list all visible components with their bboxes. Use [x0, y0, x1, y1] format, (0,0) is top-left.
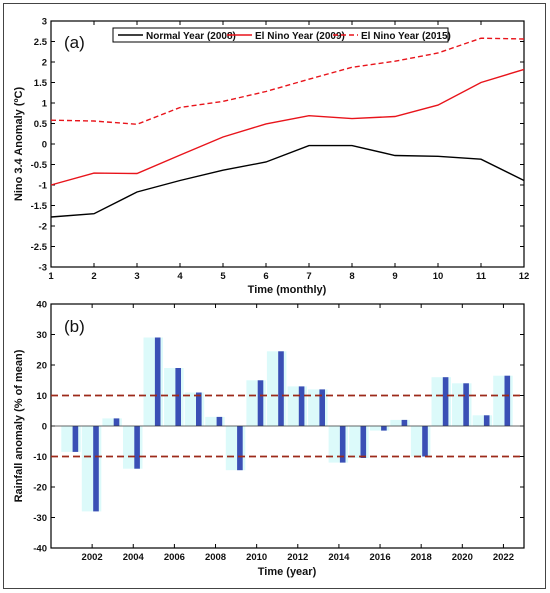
bar [298, 386, 305, 426]
x-tick-label: 2008 [205, 552, 226, 563]
x-tick-label: 2004 [123, 552, 145, 563]
y-tick-label: 3 [42, 17, 47, 28]
y-tick-label: 0.5 [34, 119, 48, 130]
bar [216, 416, 223, 426]
panel-b-bars [72, 337, 511, 512]
bar [175, 368, 181, 426]
legend-label-normal-2008: Normal Year (2008) [146, 31, 236, 42]
bar [237, 426, 243, 471]
y-tick-label: -10 [33, 452, 47, 463]
y-tick-label: -2.5 [31, 242, 48, 253]
bar [381, 426, 387, 431]
bar [504, 375, 511, 426]
legend-box [112, 27, 449, 43]
panel-b-ylabel: Rainfall anomaly (% of mean) [13, 349, 25, 502]
panel-b-thresholds [51, 394, 524, 458]
y-tick-label: 30 [36, 330, 47, 341]
panel-a-xlabel: Time (monthly) [248, 284, 327, 296]
y-tick-label: 1 [42, 99, 48, 110]
bar [442, 377, 449, 426]
x-tick-label: 12 [519, 271, 530, 282]
y-tick-label: 2 [42, 58, 47, 69]
bar-shade [369, 426, 390, 431]
y-tick-label: -1 [39, 181, 48, 192]
y-tick-label: 40 [36, 300, 47, 311]
x-tick-label: 10 [433, 271, 444, 282]
y-tick-label: -2 [39, 222, 47, 233]
bar [196, 392, 202, 426]
y-tick-label: 10 [36, 391, 47, 402]
x-tick-label: 3 [134, 271, 139, 282]
y-tick-label: 0 [42, 140, 47, 151]
legend-label-nino-2015: El Nino Year (2015) [361, 31, 451, 42]
panel-b-xlabel: Time (year) [258, 566, 317, 578]
y-tick-label: -20 [33, 483, 47, 494]
bar [134, 426, 140, 469]
x-tick-label: 5 [220, 271, 226, 282]
y-tick-label: -30 [33, 513, 47, 524]
bar [483, 415, 490, 426]
x-tick-label: 2016 [369, 552, 390, 563]
panel-a-series [50, 37, 525, 218]
x-tick-label: 2 [91, 271, 96, 282]
y-tick-label: -40 [33, 544, 47, 555]
bar [339, 426, 346, 463]
x-tick-label: 4 [177, 271, 183, 282]
panel-a-legend: Normal Year (2008) El Nino Year (2009) E… [112, 27, 451, 43]
bar [463, 383, 469, 426]
y-tick-label: 2.5 [34, 37, 48, 48]
bar [113, 418, 120, 426]
series-line-1 [50, 68, 525, 186]
bar [422, 426, 428, 457]
legend-label-nino-2009: El Nino Year (2009) [255, 31, 345, 42]
bar [401, 419, 408, 426]
bar [278, 351, 284, 426]
y-tick-label: -1.5 [31, 201, 48, 212]
panel-a-ticks: 1 2 3 4 5 6 7 8 9 10 11 12-3-2.5-2-1.5-1-0.500.511.… [31, 17, 530, 283]
panel-a-plot-area [50, 20, 525, 268]
x-tick-label: 2012 [287, 552, 308, 563]
x-tick-label: 2022 [493, 552, 514, 563]
panel-b: 2002 2004 2006 2008 2010 2012 2014 2016 2018 2020… [13, 300, 525, 578]
x-tick-label: 6 [263, 271, 268, 282]
panel-a: 1 2 3 4 5 6 7 8 9 10 11 12-3-2.5-2-1.5-1-0.500.511.… [13, 17, 529, 297]
series-line-0 [50, 144, 525, 218]
panel-a-ylabel: Nino 3.4 Anomaly (ºC) [13, 87, 25, 202]
bar [257, 380, 264, 427]
x-tick-label: 2010 [246, 552, 267, 563]
y-tick-label: 0 [42, 422, 47, 433]
y-tick-label: -3 [39, 263, 47, 274]
bar [93, 426, 99, 512]
x-tick-label: 1 [48, 271, 54, 282]
x-tick-label: 2020 [452, 552, 473, 563]
x-tick-label: 7 [306, 271, 311, 282]
y-tick-label: 1.5 [34, 78, 48, 89]
x-tick-label: 11 [476, 271, 487, 282]
x-tick-label: 8 [349, 271, 354, 282]
x-tick-label: 2006 [164, 552, 185, 563]
panel-b-label: (b) [64, 317, 85, 336]
bar [154, 337, 161, 426]
x-tick-label: 2002 [82, 552, 103, 563]
x-tick-label: 9 [392, 271, 397, 282]
bar-shade [102, 418, 122, 426]
panel-a-label: (a) [64, 33, 85, 52]
y-tick-label: 20 [36, 361, 47, 372]
bar-shade [472, 415, 493, 426]
x-tick-label: 2014 [328, 552, 350, 563]
bar-shade [390, 419, 410, 426]
bar [72, 426, 79, 452]
bar-shade [205, 416, 225, 426]
bar [360, 426, 367, 458]
series-line-2 [50, 37, 525, 126]
bar [319, 389, 325, 426]
panel-b-ticks: 2002 2004 2006 2008 2010 2012 2014 2016 2018 2020… [33, 300, 524, 563]
figure-frame [3, 3, 546, 589]
y-tick-label: -0.5 [31, 160, 48, 171]
x-tick-label: 2018 [411, 552, 432, 563]
